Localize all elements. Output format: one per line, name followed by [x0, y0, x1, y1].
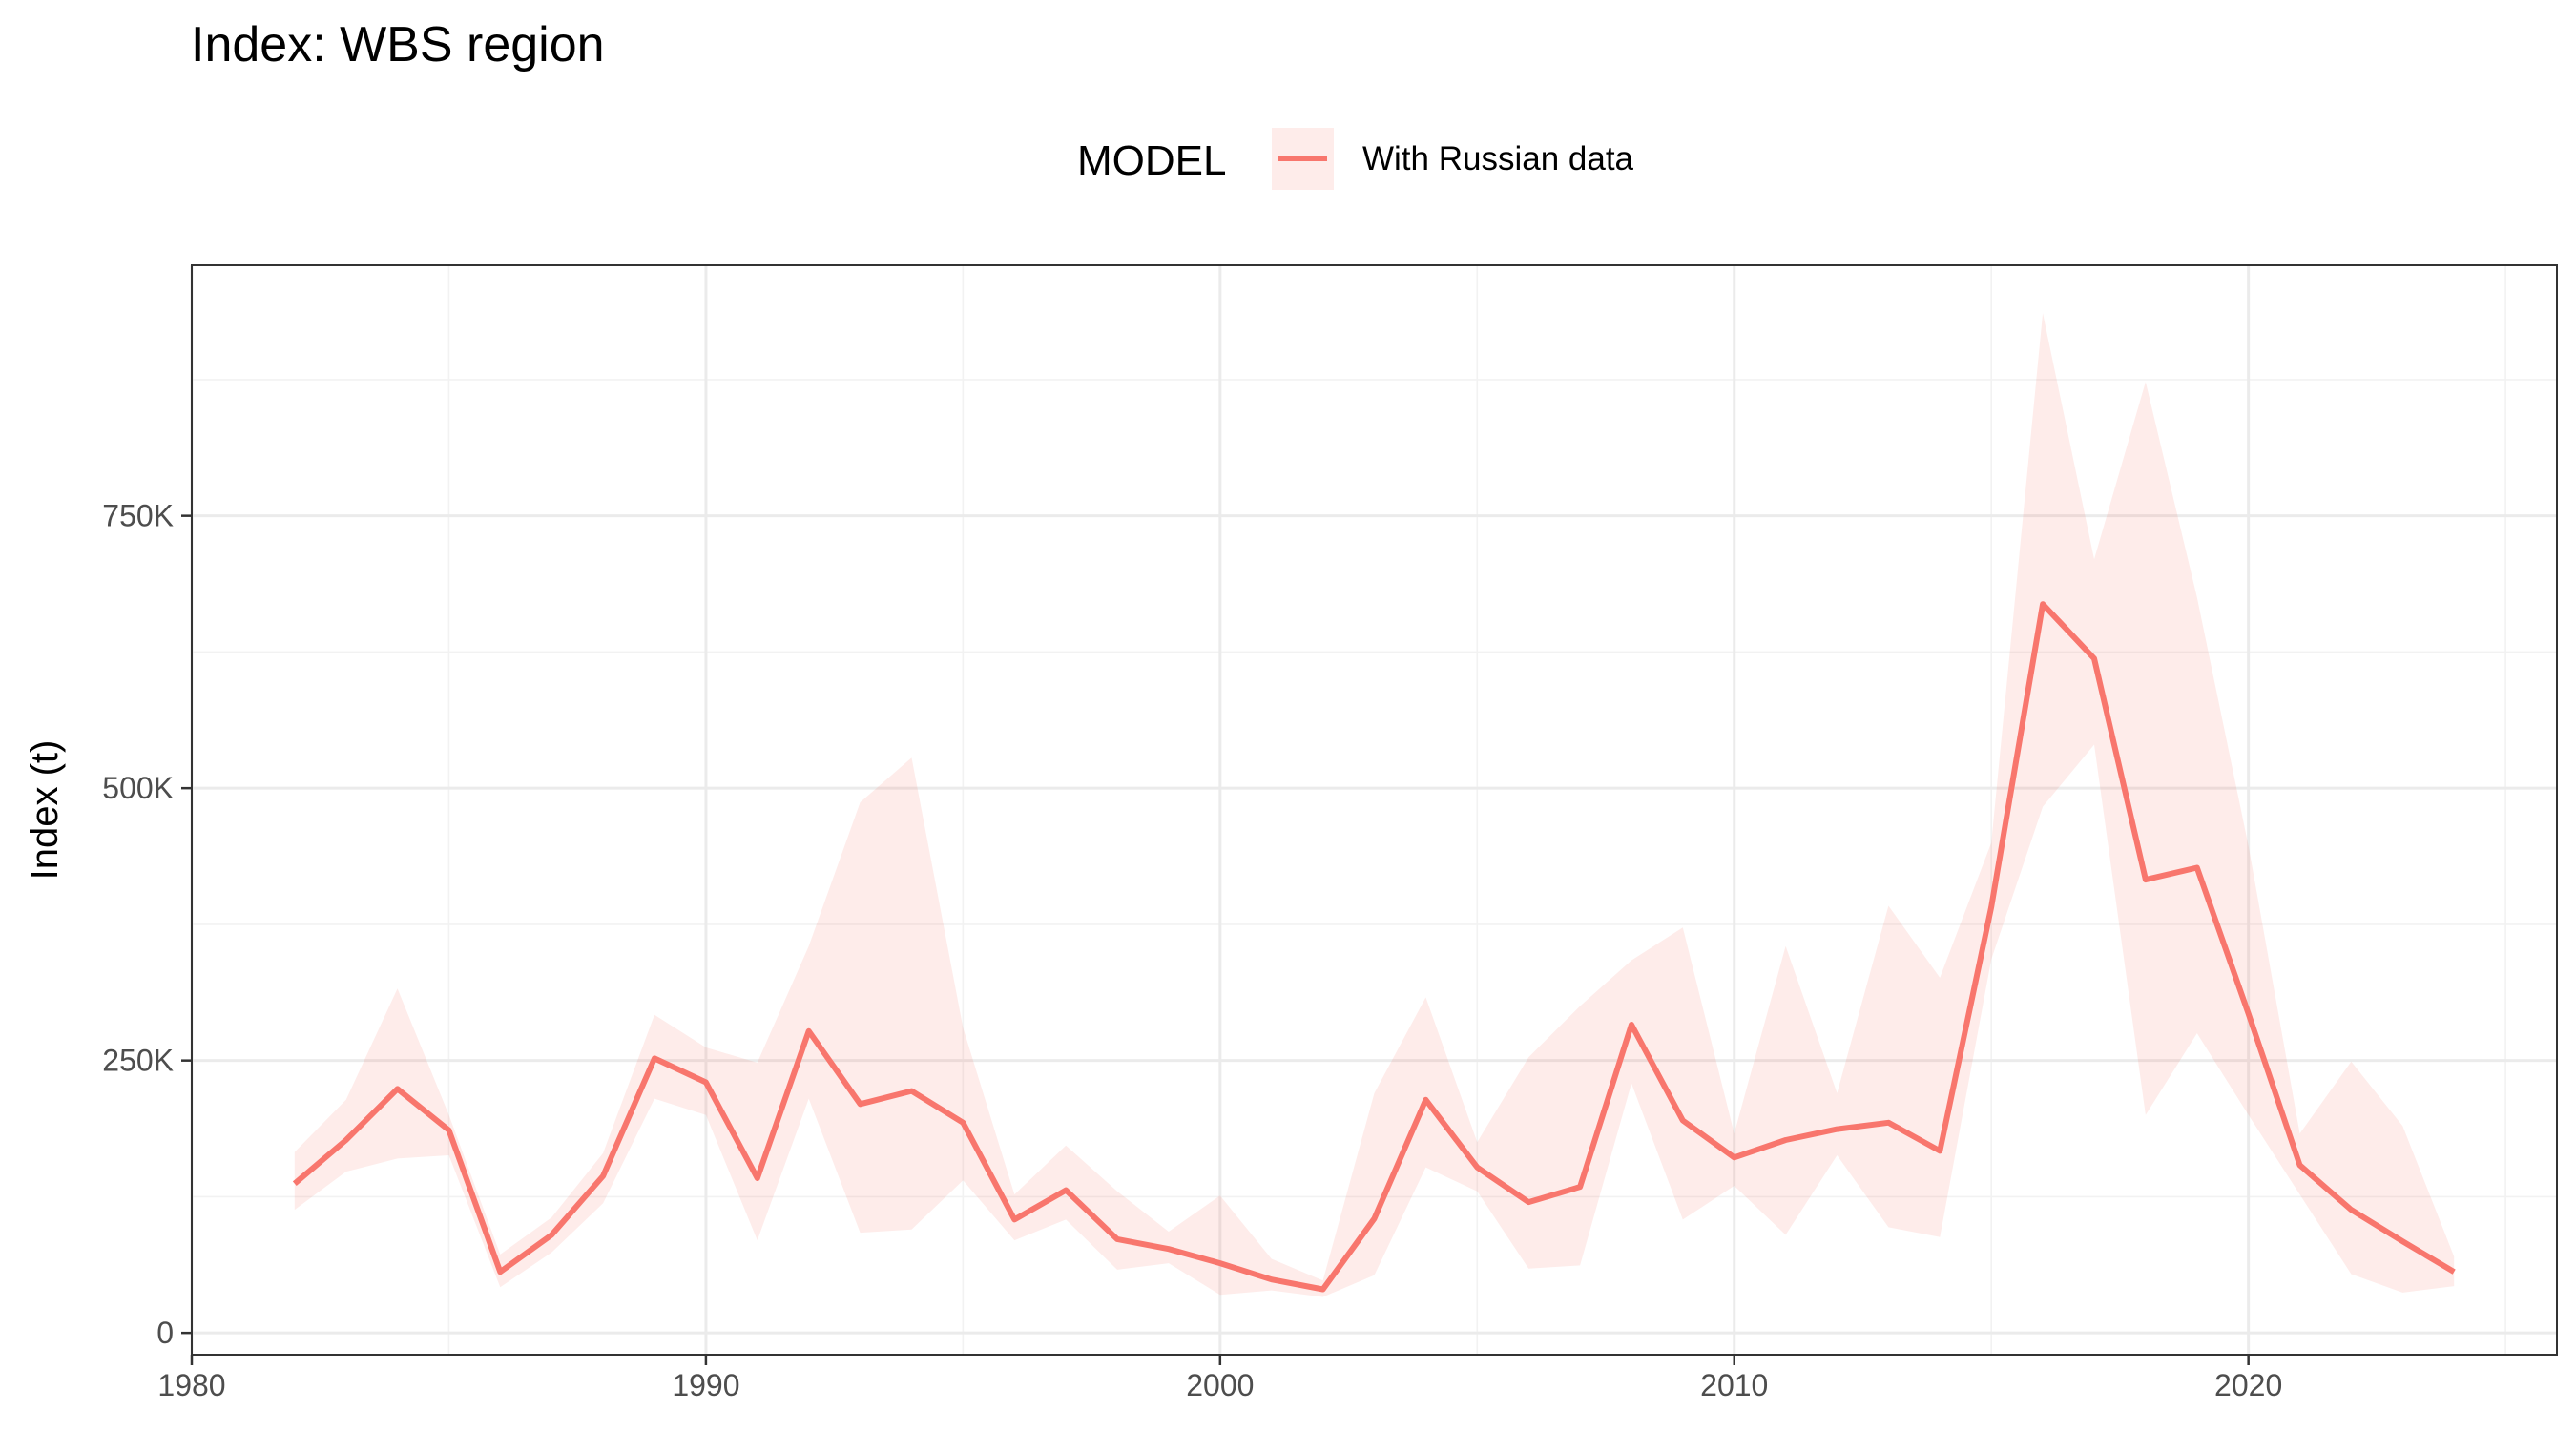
legend-label: With Russian data	[1362, 140, 1634, 177]
y-tick-label: 0	[156, 1316, 174, 1350]
confidence-ribbon	[294, 313, 2455, 1297]
y-axis: 0 250K 500K 750K	[102, 499, 192, 1350]
series-line	[292, 601, 2456, 1293]
y-tick-label: 500K	[102, 771, 174, 805]
x-tick-label: 2020	[2214, 1368, 2282, 1402]
legend: MODEL With Russian data	[1077, 128, 1634, 190]
grid-minor	[192, 265, 2557, 1355]
y-tick-label: 750K	[102, 499, 174, 533]
chart-title: Index: WBS region	[191, 17, 605, 73]
x-tick-label: 1980	[157, 1368, 225, 1402]
legend-title: MODEL	[1077, 137, 1226, 184]
plot-panel-border	[191, 264, 2558, 1356]
y-axis-title: Index (t)	[24, 740, 66, 881]
x-axis: 1980 1990 2000 2010 2020	[157, 1355, 2282, 1402]
x-tick-label: 2010	[1700, 1368, 1768, 1402]
confidence-ribbons	[294, 313, 2455, 1297]
x-tick-label: 1990	[672, 1368, 739, 1402]
series-lines	[292, 601, 2456, 1293]
x-tick-label: 2000	[1186, 1368, 1254, 1402]
y-tick-label: 250K	[102, 1044, 174, 1078]
